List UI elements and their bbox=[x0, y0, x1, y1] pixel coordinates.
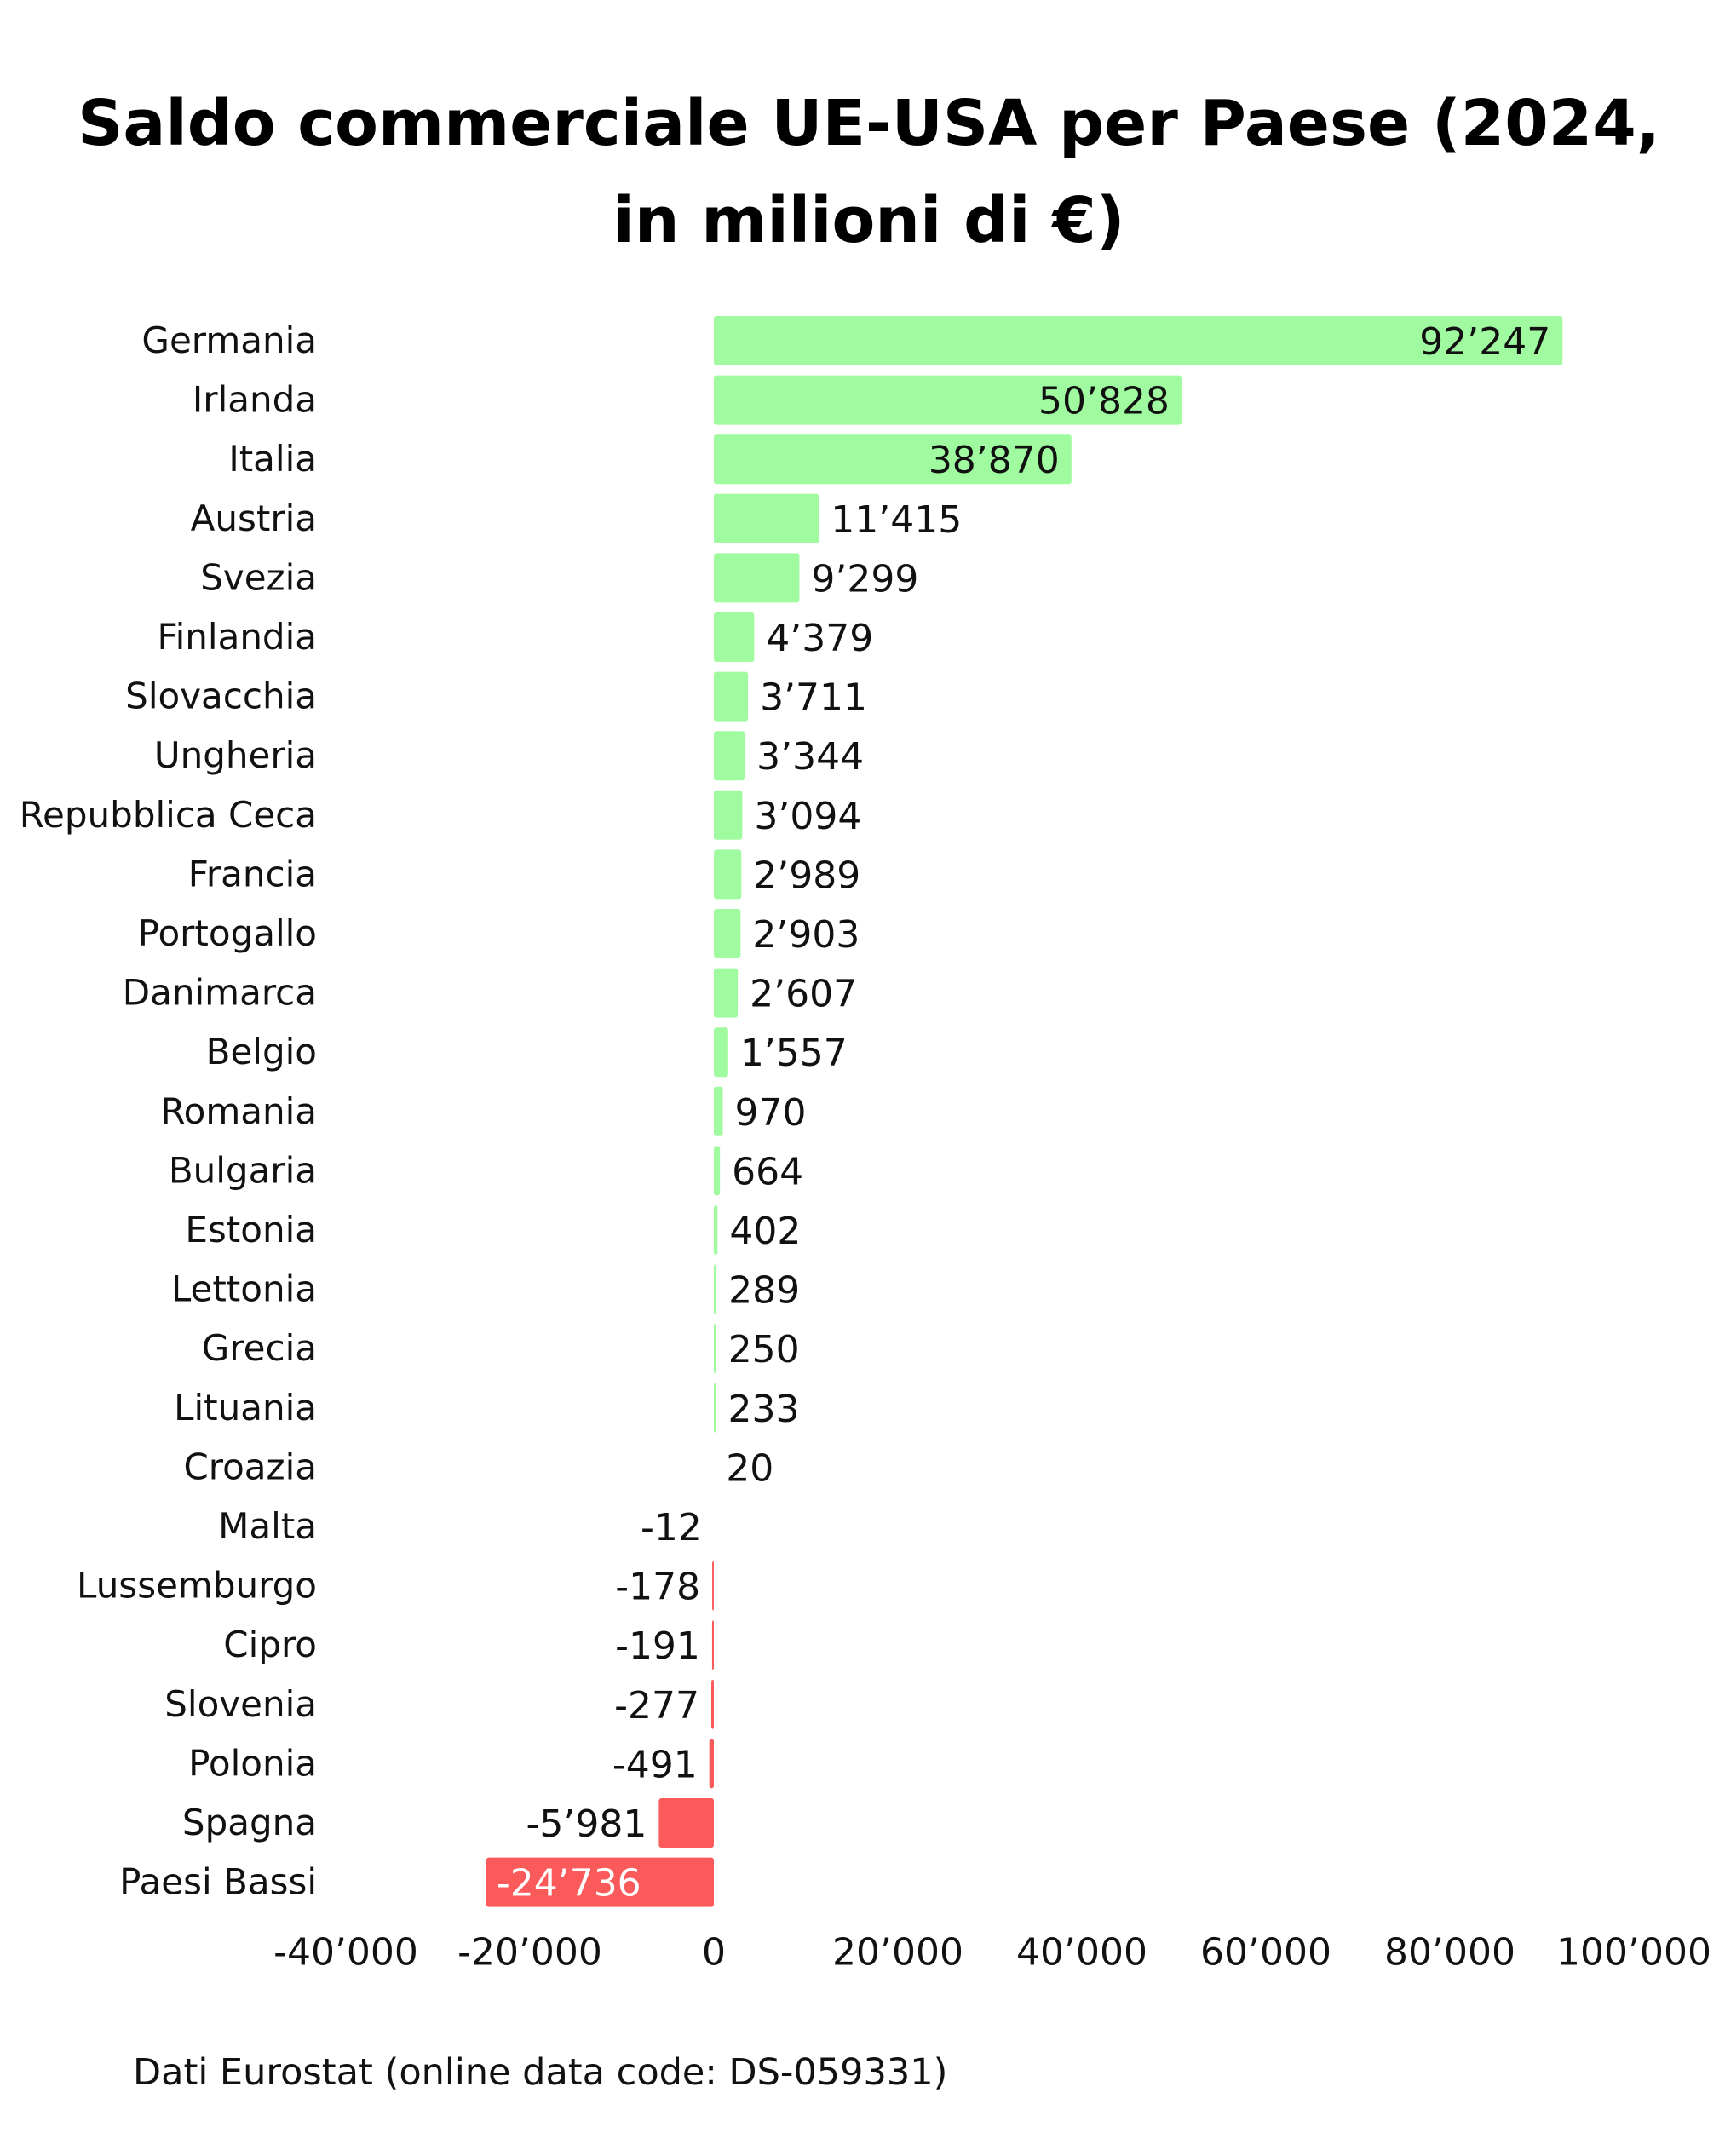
bar-lussemburgo bbox=[712, 1561, 714, 1611]
category-label: Lettonia bbox=[171, 1268, 317, 1310]
chart-title: Saldo commerciale UE-USA per Paese (2024… bbox=[78, 87, 1660, 257]
value-label: 3’094 bbox=[754, 795, 861, 838]
category-label: Germania bbox=[141, 319, 317, 361]
bar-estonia bbox=[714, 1205, 718, 1255]
bar-spagna bbox=[658, 1798, 714, 1848]
category-label: Grecia bbox=[202, 1327, 317, 1369]
category-label: Lituania bbox=[174, 1387, 317, 1429]
value-label: 11’415 bbox=[831, 498, 962, 542]
category-label: Irlanda bbox=[193, 379, 317, 421]
x-tick-label: 20’000 bbox=[832, 1931, 963, 1975]
x-tick-label: 40’000 bbox=[1016, 1931, 1147, 1975]
value-label: -277 bbox=[614, 1684, 699, 1728]
bar-slovacchia bbox=[714, 671, 749, 722]
category-label: Lussemburgo bbox=[77, 1565, 317, 1607]
bar-germania bbox=[714, 316, 1563, 365]
value-label: 38’870 bbox=[929, 439, 1060, 482]
category-label: Bulgaria bbox=[169, 1149, 317, 1191]
bar-bulgaria bbox=[714, 1146, 721, 1196]
bar-repubblica-ceca bbox=[714, 790, 743, 840]
category-label: Polonia bbox=[188, 1742, 317, 1784]
bar-svezia bbox=[714, 553, 800, 603]
bar-ungheria bbox=[714, 731, 745, 781]
value-label: 2’607 bbox=[750, 973, 857, 1016]
value-label: 2’903 bbox=[752, 913, 860, 957]
category-label: Malta bbox=[218, 1505, 317, 1547]
category-label: Paesi Bassi bbox=[119, 1861, 317, 1903]
bars-layer bbox=[486, 316, 1563, 1907]
bar-belgio bbox=[714, 1027, 728, 1078]
bar-italia bbox=[714, 434, 1072, 485]
category-label: Italia bbox=[228, 438, 317, 480]
bar-paesi-bassi bbox=[486, 1857, 714, 1907]
category-label: Francia bbox=[188, 853, 317, 894]
value-label: -12 bbox=[641, 1506, 702, 1549]
category-label: Finlandia bbox=[158, 616, 317, 658]
category-label: Estonia bbox=[185, 1209, 317, 1250]
value-label: -191 bbox=[615, 1624, 700, 1668]
category-label: Spagna bbox=[182, 1802, 317, 1843]
value-label: 2’989 bbox=[753, 854, 860, 897]
bar-portogallo bbox=[714, 909, 741, 958]
category-label: Ungheria bbox=[154, 734, 317, 776]
x-tick-label: 80’000 bbox=[1384, 1931, 1515, 1975]
bar-austria bbox=[714, 493, 819, 543]
value-label: -5’981 bbox=[526, 1802, 647, 1846]
value-label: 20 bbox=[726, 1446, 773, 1490]
value-label: 3’344 bbox=[756, 735, 864, 779]
category-label: Slovenia bbox=[164, 1683, 317, 1725]
x-tick-label: 60’000 bbox=[1200, 1931, 1331, 1975]
category-label: Austria bbox=[191, 497, 317, 539]
value-label: 664 bbox=[732, 1150, 803, 1193]
value-label: 970 bbox=[734, 1091, 806, 1135]
category-label: Slovacchia bbox=[125, 676, 317, 717]
value-label: 233 bbox=[728, 1388, 800, 1431]
value-label: -178 bbox=[615, 1566, 700, 1609]
x-tick-label: -40’000 bbox=[273, 1931, 418, 1975]
bar-romania bbox=[714, 1086, 723, 1136]
category-label: Svezia bbox=[200, 556, 317, 598]
bar-polonia bbox=[709, 1739, 714, 1789]
bar-slovenia bbox=[711, 1679, 714, 1729]
x-axis: -40’000 -20’000 0 20’000 40’000 60’000 80’000 1… bbox=[273, 1931, 1711, 1975]
source-note: Dati Eurostat (online data code: DS-0593… bbox=[133, 2051, 948, 2094]
bar-lituania bbox=[714, 1383, 716, 1433]
value-labels: 92’247 50’828 38’870 11’415 9’299 4’379 3’711 3… bbox=[497, 320, 1550, 1906]
bar-cipro bbox=[711, 1620, 714, 1670]
category-label: Belgio bbox=[206, 1031, 317, 1072]
category-label: Romania bbox=[160, 1090, 317, 1132]
category-label: Portogallo bbox=[138, 912, 317, 954]
value-label: -24’736 bbox=[497, 1862, 641, 1906]
category-label: Danimarca bbox=[123, 972, 317, 1014]
value-label: 3’711 bbox=[760, 676, 867, 720]
category-label: Repubblica Ceca bbox=[20, 794, 317, 836]
value-label: 250 bbox=[728, 1328, 800, 1371]
bar-chart: Germania Irlanda Italia Austria Svezia Finlan… bbox=[20, 316, 1711, 1975]
value-label: 92’247 bbox=[1419, 320, 1550, 364]
category-label: Croazia bbox=[183, 1446, 317, 1487]
value-label: 402 bbox=[729, 1210, 801, 1253]
value-label: 9’299 bbox=[811, 557, 918, 601]
bar-lettonia bbox=[714, 1264, 717, 1314]
bar-finlandia bbox=[714, 612, 755, 662]
value-label: -491 bbox=[612, 1743, 698, 1786]
x-tick-label: -20’000 bbox=[457, 1931, 602, 1975]
bar-irlanda bbox=[714, 375, 1182, 425]
bar-francia bbox=[714, 849, 742, 900]
value-label: 4’379 bbox=[766, 617, 873, 660]
x-tick-label: 100’000 bbox=[1556, 1931, 1711, 1975]
category-label: Cipro bbox=[223, 1624, 317, 1665]
value-label: 289 bbox=[728, 1269, 800, 1313]
category-labels: Germania Irlanda Italia Austria Svezia Finlan… bbox=[20, 319, 317, 1903]
value-label: 1’557 bbox=[740, 1032, 848, 1075]
bar-grecia bbox=[714, 1324, 716, 1374]
bar-danimarca bbox=[714, 968, 739, 1018]
value-label: 50’828 bbox=[1038, 380, 1170, 423]
x-tick-label: 0 bbox=[702, 1931, 726, 1975]
